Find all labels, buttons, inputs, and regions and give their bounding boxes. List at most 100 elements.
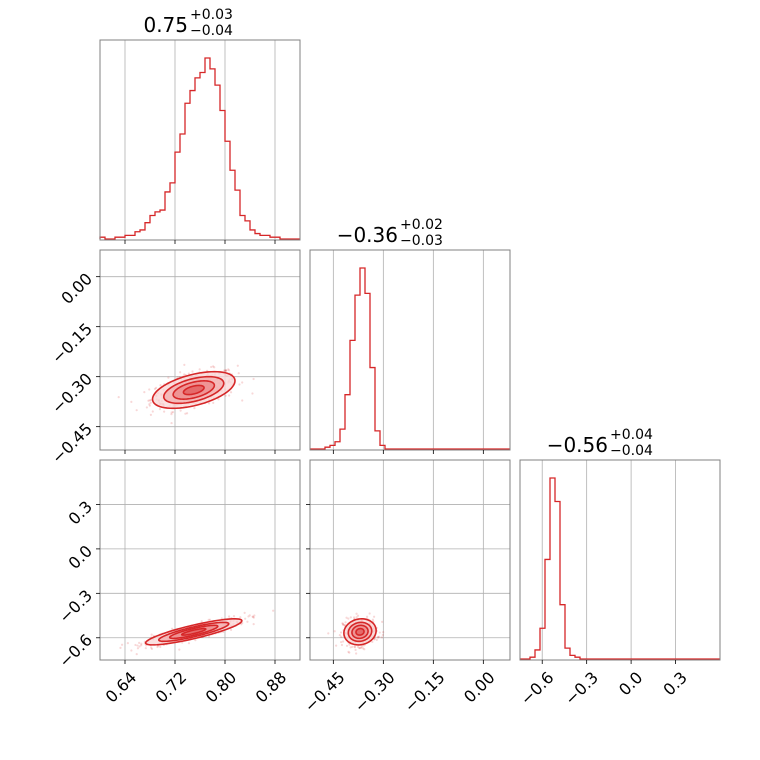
scatter-point: [241, 399, 244, 402]
scatter-point: [353, 646, 357, 649]
scatter-point: [375, 638, 378, 642]
histogram-panel-2: [519, 459, 721, 664]
scatter-point: [347, 650, 350, 654]
scatter-point: [247, 615, 250, 618]
scatter-point: [143, 391, 146, 394]
scatter-point: [153, 387, 157, 390]
scatter-point: [210, 365, 213, 369]
scatter-point: [193, 407, 196, 410]
scatter-point: [355, 652, 358, 655]
scatter-point: [120, 643, 124, 646]
scatter-point: [355, 612, 358, 615]
scatter-point: [150, 633, 153, 636]
panel-frame: [99, 39, 301, 241]
scatter-point: [159, 384, 162, 387]
scatter-point: [224, 369, 227, 372]
scatter-point: [241, 381, 244, 384]
scatter-point: [130, 649, 133, 652]
scatter-point: [134, 643, 137, 647]
scatter-point: [151, 410, 154, 413]
histogram-panel-0: [99, 39, 301, 244]
scatter-point: [187, 642, 191, 645]
scatter-point: [227, 368, 230, 371]
scatter-point: [340, 643, 344, 647]
title-2: −0.56 +0.04−0.04: [547, 427, 653, 459]
scatter-point: [341, 623, 345, 626]
scatter-point: [136, 647, 140, 650]
scatter-point: [243, 611, 246, 614]
scatter-point: [244, 617, 247, 620]
scatter-point: [225, 369, 228, 372]
scatter-point: [238, 383, 241, 386]
scatter-point: [358, 646, 361, 650]
scatter-point: [252, 615, 255, 618]
histogram-panel-1: [309, 249, 511, 454]
scatter-point: [341, 622, 344, 625]
panel-frame: [99, 249, 301, 451]
scatter-point: [126, 642, 129, 645]
scatter-point: [252, 377, 255, 381]
scatter-panel-0-1: [96, 249, 301, 454]
scatter-point: [119, 646, 122, 649]
contour-level-3: [355, 627, 365, 636]
scatter-point: [171, 411, 175, 414]
scatter-point: [149, 401, 152, 404]
scatter-point: [339, 631, 343, 634]
scatter-point: [187, 372, 190, 375]
scatter-point: [227, 615, 231, 618]
scatter-point: [377, 635, 380, 638]
scatter-point: [150, 647, 154, 651]
scatter-point: [240, 623, 243, 626]
scatter-point: [365, 615, 369, 618]
scatter-point: [184, 412, 187, 415]
scatter-point: [356, 645, 360, 648]
scatter-point: [352, 616, 356, 619]
scatter-point: [356, 614, 360, 617]
scatter-point: [349, 616, 352, 619]
scatter-point: [239, 616, 242, 619]
title-minus: −0.03: [400, 233, 443, 249]
scatter-point: [340, 640, 343, 644]
histogram-step-line: [520, 477, 720, 660]
scatter-point: [154, 386, 158, 389]
scatter-point: [272, 609, 275, 612]
contour-level-3: [182, 384, 205, 396]
scatter-point: [251, 392, 254, 395]
scatter-point: [135, 653, 138, 656]
title-minus: −0.04: [190, 23, 233, 39]
scatter-point: [156, 645, 159, 649]
scatter-point: [135, 409, 138, 412]
scatter-point: [117, 396, 120, 399]
scatter-point: [183, 373, 186, 376]
scatter-point: [345, 616, 348, 619]
title-0: 0.75 +0.03−0.04: [143, 7, 233, 39]
scatter-point: [223, 369, 226, 372]
scatter-point: [194, 639, 197, 642]
scatter-point: [149, 399, 152, 402]
scatter-point: [212, 401, 215, 404]
scatter-point: [378, 631, 381, 634]
scatter-point: [148, 399, 151, 402]
scatter-point: [228, 394, 231, 397]
scatter-point: [198, 368, 201, 371]
scatter-point: [207, 618, 210, 621]
scatter-point: [144, 647, 147, 650]
scatter-point: [229, 391, 233, 394]
title-plus: +0.03: [190, 7, 233, 23]
scatter-point: [376, 636, 380, 639]
scatter-point: [211, 365, 215, 368]
scatter-point: [347, 617, 350, 620]
scatter-point: [148, 403, 151, 406]
scatter-point: [348, 651, 351, 654]
scatter-point: [179, 371, 182, 374]
scatter-point: [340, 635, 343, 638]
scatter-point: [191, 370, 194, 373]
scatter-panel-0-2: [96, 459, 301, 664]
scatter-point: [170, 627, 174, 630]
scatter-point: [147, 399, 150, 402]
scatter-point: [349, 646, 352, 649]
panel-frame: [519, 459, 721, 661]
title-plus: +0.04: [610, 427, 653, 443]
